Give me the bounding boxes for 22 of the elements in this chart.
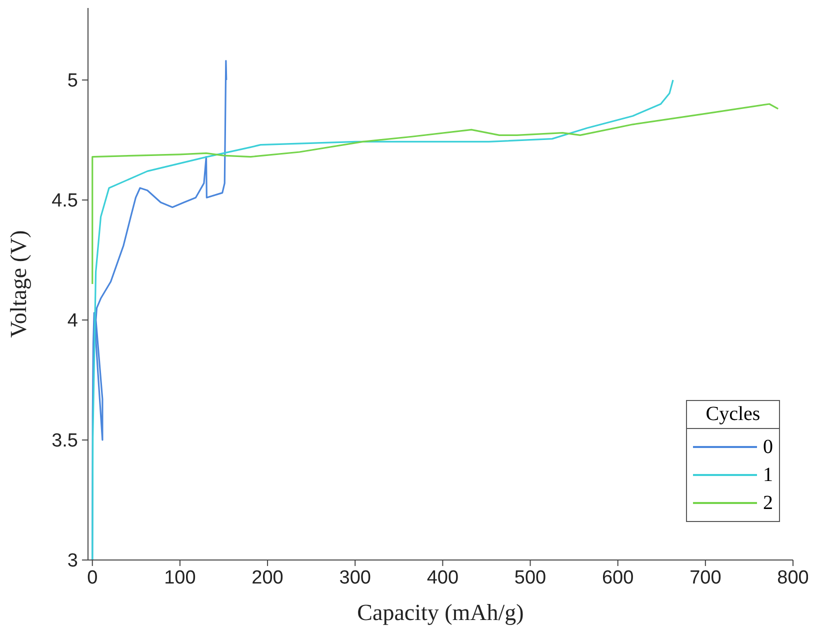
legend-label: 2	[763, 492, 773, 514]
x-tick-label: 300	[339, 567, 371, 588]
x-axis-title: Capacity (mAh/g)	[357, 600, 524, 625]
line-series	[92, 79, 674, 560]
line-series	[92, 103, 779, 285]
x-tick-label: 500	[514, 567, 546, 588]
y-tick-label: 4	[67, 310, 78, 332]
y-tick-label: 3.5	[52, 430, 78, 452]
x-tick-label: 400	[426, 567, 459, 588]
x-tick-label: 600	[602, 567, 634, 588]
x-tick-label: 0	[87, 567, 98, 588]
y-tick-label: 3	[67, 550, 78, 572]
y-axis-title: Voltage (V)	[6, 230, 32, 338]
legend-label: 0	[763, 436, 773, 458]
x-tick-label: 800	[777, 567, 809, 588]
legend-title: Cycles	[687, 401, 779, 429]
legend-label: 1	[763, 464, 773, 486]
x-tick-label: 200	[252, 567, 284, 588]
y-tick-label: 5	[67, 70, 78, 92]
x-tick-label: 100	[164, 567, 196, 588]
x-tick-label: 700	[690, 567, 722, 588]
y-tick-label: 4.5	[52, 190, 78, 212]
